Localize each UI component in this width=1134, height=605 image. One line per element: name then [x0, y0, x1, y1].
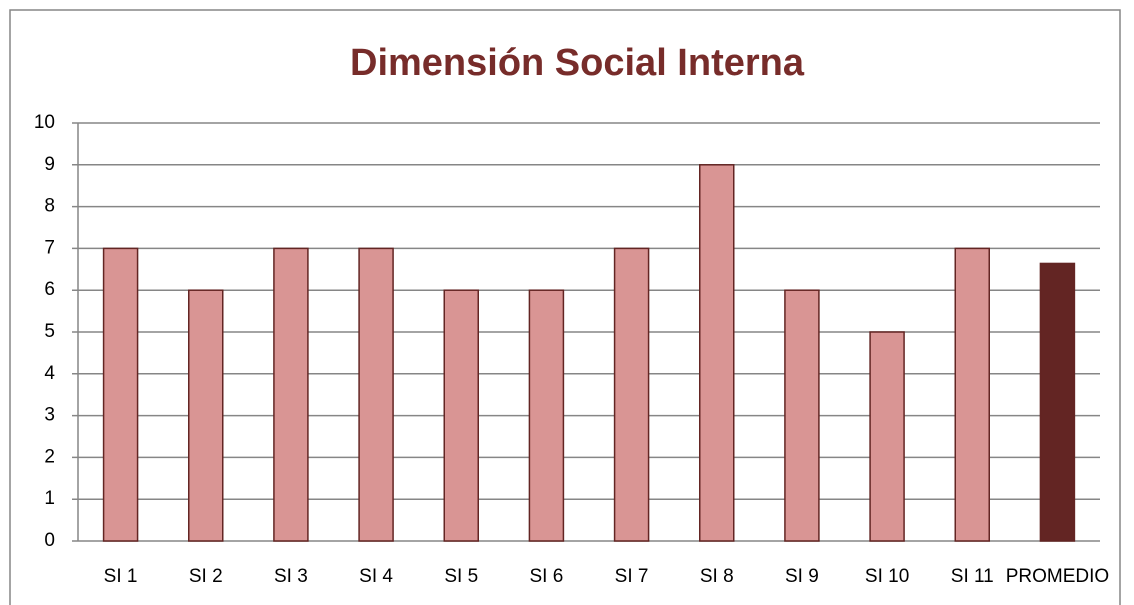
- x-tick-label: SI 6: [530, 566, 564, 587]
- bar: [528, 289, 565, 542]
- x-tick-label: SI 2: [189, 566, 223, 587]
- y-tick-label: 0: [44, 530, 55, 551]
- bar: [358, 247, 394, 542]
- y-tick-label: 2: [44, 446, 55, 467]
- y-tick-label: 5: [44, 321, 55, 342]
- x-tick-label: SI 11: [951, 566, 994, 587]
- chart-frame: [9, 9, 1121, 605]
- bar: [784, 289, 820, 542]
- x-tick-label: SI 10: [865, 566, 909, 587]
- bar: [954, 247, 990, 542]
- bar: [273, 247, 309, 542]
- y-tick-label: 8: [44, 196, 55, 217]
- bar: [188, 289, 224, 542]
- x-tick-label: SI 9: [785, 566, 819, 587]
- bar: [443, 289, 479, 542]
- bar: [699, 164, 735, 542]
- chart-title: Dimensión Social Interna: [350, 42, 805, 84]
- x-tick-label: SI 1: [104, 566, 138, 587]
- x-tick-label: PROMEDIO: [1006, 566, 1109, 587]
- y-tick-label: 9: [44, 154, 55, 175]
- x-tick-label: SI 3: [274, 566, 308, 587]
- y-tick-label: 10: [34, 112, 55, 133]
- y-tick-label: 6: [44, 279, 55, 300]
- bar: [869, 331, 905, 542]
- y-tick-label: 4: [44, 363, 55, 384]
- x-tick-label: SI 4: [359, 566, 393, 587]
- bar: [102, 247, 139, 542]
- y-tick-label: 1: [44, 488, 55, 509]
- bar: [613, 247, 650, 542]
- y-tick-label: 7: [44, 237, 55, 258]
- bar: [1039, 262, 1076, 542]
- x-tick-label: SI 7: [615, 566, 649, 587]
- x-tick-label: SI 5: [444, 566, 478, 587]
- x-tick-label: SI 8: [700, 566, 734, 587]
- y-tick-label: 3: [44, 405, 55, 426]
